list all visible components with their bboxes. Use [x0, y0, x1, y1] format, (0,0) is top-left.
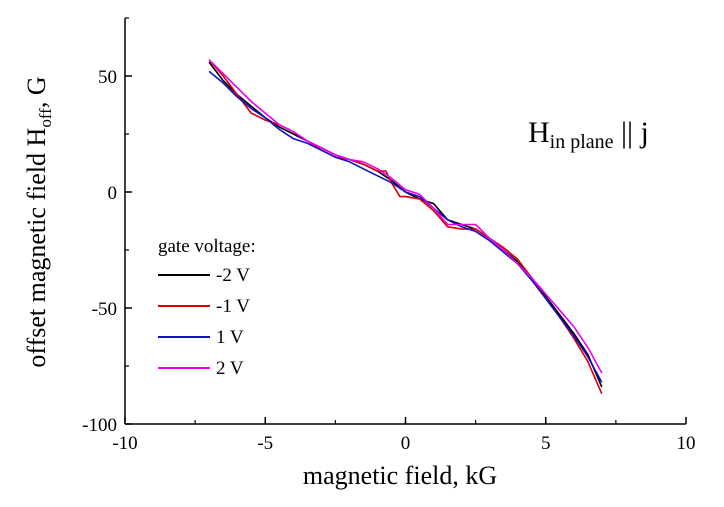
x-tick-label: -10 [112, 433, 137, 454]
y-tick-label: 0 [108, 183, 118, 204]
y-tick-label: -100 [82, 415, 117, 436]
y-tick-label: 50 [98, 67, 117, 88]
annotation-main: H [528, 116, 550, 149]
annotation-sub: in plane [550, 131, 614, 153]
y-axis-title-tail: , G [22, 76, 51, 108]
legend-label-2: 1 V [216, 327, 244, 348]
x-ticks: -10 -5 0 5 10 [112, 417, 696, 454]
x-axis-title: magnetic field, kG [303, 461, 497, 490]
y-ticks: -100 -50 0 50 [82, 17, 132, 436]
series-line-0 [208, 61, 603, 388]
x-tick-label: -5 [257, 433, 273, 454]
legend-label-3: 2 V [216, 358, 244, 379]
y-axis-title: offset magnetic field Hoff, G [22, 76, 55, 367]
y-axis-title-main: offset magnetic field H [22, 127, 51, 367]
annotation: Hin plane || j [528, 116, 649, 153]
series-line-2 [208, 70, 603, 383]
annotation-tail: || j [614, 116, 649, 149]
y-tick-label: -50 [92, 299, 117, 320]
y-axis-title-sub: off [36, 108, 55, 128]
legend-title: gate voltage: [158, 236, 256, 257]
legend: gate voltage: -2 V -1 V 1 V 2 V [158, 236, 256, 379]
legend-items: -2 V -1 V 1 V 2 V [158, 265, 250, 379]
legend-label-0: -2 V [216, 265, 250, 286]
legend-label-1: -1 V [216, 296, 250, 317]
x-tick-label: 0 [401, 433, 411, 454]
plot-area [124, 18, 686, 425]
series-layer [208, 59, 603, 395]
x-tick-label: 10 [677, 433, 696, 454]
series-line-1 [208, 59, 603, 395]
series-line-3 [208, 59, 603, 374]
x-tick-label: 5 [541, 433, 551, 454]
